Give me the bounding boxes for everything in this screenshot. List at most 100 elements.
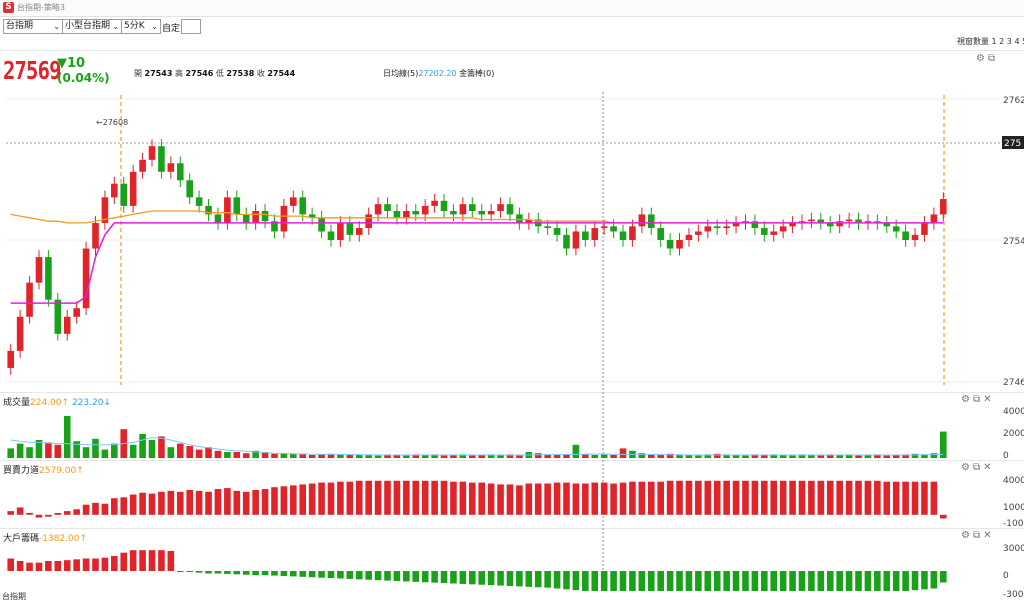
power-bar <box>224 488 231 515</box>
bigplayer-bar <box>214 571 222 574</box>
bigplayer-bar <box>591 571 599 591</box>
price-panel-icons: ⚙ ⧉ <box>973 53 995 64</box>
window-count-selector[interactable]: 視窗數量 1 2 3 4 5 <box>957 37 1024 46</box>
settings-icon[interactable]: ⚙ <box>961 462 970 473</box>
candle-body <box>591 228 599 240</box>
power-bar <box>167 490 175 515</box>
chevron-down-icon: ⌄ <box>112 22 119 31</box>
volume-bar <box>619 448 627 458</box>
volume-bar <box>73 441 80 458</box>
candle-body <box>35 257 43 283</box>
volume-bar <box>874 454 881 458</box>
power-bar <box>280 486 288 515</box>
bigplayer-bar <box>610 571 617 591</box>
bigplayer-bar <box>685 571 693 591</box>
volume-bar <box>930 453 938 458</box>
candle-body <box>845 219 853 222</box>
close-icon[interactable]: ✕ <box>983 462 992 473</box>
candle-body <box>346 222 354 235</box>
volume-bar <box>761 455 768 458</box>
candle-body <box>808 219 815 222</box>
bigplayer-bar <box>855 571 862 591</box>
volume-ma-value: 223.20↓ <box>71 398 111 408</box>
custom-input[interactable] <box>181 19 201 34</box>
volume-bar <box>158 436 165 458</box>
volume-bar <box>26 447 33 458</box>
candle-body <box>666 240 674 249</box>
candle-body <box>355 228 363 235</box>
volume-bar <box>553 455 561 458</box>
bigplayer-bar <box>808 571 815 591</box>
power-bar <box>16 507 24 515</box>
power-bar <box>629 481 636 515</box>
volume-bar <box>770 454 778 458</box>
low-value: 27538 <box>226 69 255 78</box>
copy-icon[interactable]: ⧉ <box>972 530 981 541</box>
bigplayer-bar <box>271 571 278 576</box>
candle-body <box>836 221 843 227</box>
volume-bar <box>337 454 344 458</box>
period-select-value: 5分K <box>124 21 145 31</box>
bigplayer-bar <box>695 571 702 591</box>
candle-body <box>365 214 372 229</box>
power-bar <box>308 483 316 515</box>
volume-bar <box>826 454 834 458</box>
bigplayer-bar <box>63 560 71 571</box>
bigplayer-tick-label: 0 <box>1003 571 1009 581</box>
bigplayer-bar <box>789 571 796 591</box>
candle-body <box>647 214 655 229</box>
bigplayer-bar <box>308 571 316 578</box>
power-bar <box>751 480 759 515</box>
volume-bar <box>647 454 655 458</box>
power-bar <box>327 482 335 515</box>
candle-body <box>742 221 749 223</box>
candle-body <box>817 219 825 223</box>
close-icon[interactable]: ✕ <box>983 530 992 541</box>
power-bar <box>403 480 410 515</box>
power-bar <box>553 482 561 515</box>
power-bar <box>798 480 806 515</box>
candle-body <box>63 316 71 334</box>
ma-value: 27202.20 <box>418 69 457 78</box>
power-bar <box>732 480 740 515</box>
power-bar <box>836 480 843 515</box>
candle-body <box>459 204 467 215</box>
power-bar <box>459 481 467 515</box>
power-bar <box>817 480 825 515</box>
candle-body <box>779 226 787 232</box>
volume-bar <box>101 449 109 458</box>
ma-label: 日均線(5) <box>383 69 419 78</box>
volume-bar <box>195 449 203 458</box>
volume-bar <box>403 455 410 458</box>
bigplayer-bar <box>7 558 15 571</box>
power-label: 買賣力道2579.00↑ <box>3 463 84 476</box>
candle-body <box>883 222 891 227</box>
bigplayer-bar <box>120 552 128 571</box>
copy-icon[interactable]: ⧉ <box>972 394 981 405</box>
volume-bar <box>167 447 175 458</box>
contract-select[interactable]: 小型台指期 ⌄ <box>62 19 122 34</box>
copy-icon[interactable]: ⧉ <box>987 53 996 64</box>
candle-body <box>798 221 806 223</box>
settings-icon[interactable]: ⚙ <box>961 394 970 405</box>
close-icon[interactable]: ✕ <box>983 394 992 405</box>
volume-bar <box>35 440 43 458</box>
volume-bar <box>468 455 476 458</box>
candle-body <box>610 226 617 232</box>
volume-bar <box>355 454 363 458</box>
power-bar <box>374 480 382 515</box>
window-title: 台指期-策略3 <box>17 3 65 12</box>
power-bar <box>864 480 872 515</box>
power-bar <box>525 483 533 515</box>
settings-icon[interactable]: ⚙ <box>976 53 985 64</box>
bigplayer-bar <box>176 571 184 572</box>
settings-icon[interactable]: ⚙ <box>961 530 970 541</box>
candle-body <box>629 226 636 240</box>
bigplayer-bar <box>233 571 241 575</box>
copy-icon[interactable]: ⧉ <box>972 462 981 473</box>
bigplayer-bar <box>779 571 787 591</box>
volume-bar <box>280 453 288 458</box>
volume-bar <box>516 455 523 458</box>
period-select[interactable]: 5分K ⌄ <box>121 19 161 34</box>
